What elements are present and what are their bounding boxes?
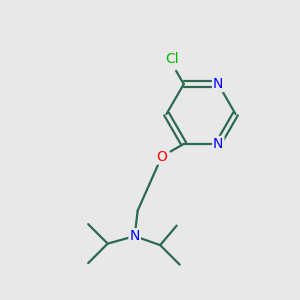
- Text: O: O: [156, 150, 167, 164]
- Text: Cl: Cl: [166, 52, 179, 66]
- Text: N: N: [130, 229, 140, 243]
- Text: N: N: [213, 77, 224, 91]
- Text: N: N: [213, 137, 224, 151]
